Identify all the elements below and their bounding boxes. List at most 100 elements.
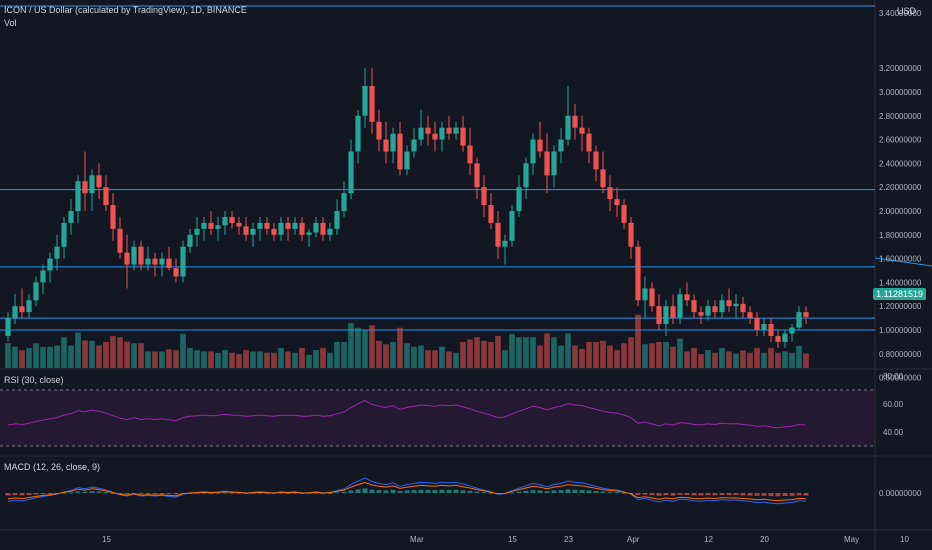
candle-body — [369, 86, 375, 122]
candle-body — [201, 222, 207, 229]
volume-bar — [47, 346, 53, 368]
candle-body — [131, 246, 137, 265]
volume-bar — [61, 337, 67, 368]
trendline[interactable] — [874, 257, 932, 280]
price-axis-tick: 1.60000000 — [879, 255, 922, 264]
candle-body — [726, 300, 732, 307]
volume-bar — [474, 337, 480, 368]
volume-bar — [306, 354, 312, 368]
horizontal-levels[interactable] — [0, 5, 875, 331]
macd-histogram-bar — [411, 490, 417, 493]
candle-body — [271, 228, 277, 235]
volume-bar — [460, 342, 466, 368]
volume-bar — [180, 333, 186, 368]
candle-body — [656, 306, 662, 325]
macd-histogram-bar — [425, 489, 431, 493]
macd-histogram-bar — [26, 493, 32, 495]
candle-body — [635, 246, 641, 301]
volume-bar — [341, 342, 347, 368]
candle-body — [586, 133, 592, 152]
macd-histogram-bar — [236, 492, 242, 494]
price-axis-tick: 2.20000000 — [879, 183, 922, 192]
time-axis-tick: 12 — [704, 535, 713, 544]
macd-histogram-bar — [250, 492, 256, 494]
price-axis[interactable]: 3.40000000 3.20000000 3.00000000 2.80000000… — [879, 9, 922, 383]
time-axis-tick: May — [844, 535, 859, 544]
macd-histogram-bar — [306, 492, 312, 494]
candle-body — [670, 306, 676, 319]
macd-histogram-bar — [453, 489, 459, 493]
volume-bar — [404, 343, 410, 368]
rsi-label[interactable]: RSI (30, close) — [4, 375, 64, 385]
volume-bar — [551, 337, 557, 368]
macd-line — [7, 477, 807, 505]
time-axis-tick: 10 — [900, 535, 909, 544]
macd-histogram-bar — [740, 493, 746, 496]
volume-bar — [726, 351, 732, 368]
currency-label: USD — [897, 6, 917, 16]
candle-body — [593, 151, 599, 170]
volume-bar — [747, 352, 753, 368]
candle-body — [628, 222, 634, 247]
macd-histogram-bar — [621, 492, 627, 494]
macd-histogram-bar — [761, 493, 767, 496]
volume-bar — [166, 349, 172, 368]
macd-histogram-bar — [439, 489, 445, 493]
macd-histogram-bar — [523, 490, 529, 493]
volume-bar — [516, 337, 522, 368]
macd-histogram-bar — [789, 493, 795, 496]
volume-bar — [740, 350, 746, 368]
candle-body — [663, 306, 669, 325]
candle-body — [432, 133, 438, 140]
volume-bar — [82, 340, 88, 368]
macd-histogram-bar — [138, 493, 144, 494]
macd-histogram-bar — [572, 489, 578, 493]
macd-histogram-bar — [719, 493, 725, 495]
volume-bar — [229, 352, 235, 368]
candle-body — [747, 312, 753, 319]
time-axis-tick: 15 — [508, 535, 517, 544]
candle-body — [278, 222, 284, 235]
time-axis-tick: Mar — [410, 535, 424, 544]
candle-body — [138, 246, 144, 265]
volume-bar — [425, 350, 431, 368]
macd-panel — [5, 477, 809, 505]
macd-histogram-bar — [229, 492, 235, 494]
candle-body — [5, 318, 11, 336]
candle-body — [222, 216, 228, 226]
rsi-axis-tick: 60.00 — [883, 400, 904, 409]
macd-label[interactable]: MACD (12, 26, close, 9) — [4, 462, 101, 472]
candle-body — [320, 222, 326, 235]
candle-body — [446, 127, 452, 134]
volume-bar — [642, 344, 648, 368]
macd-histogram-bar — [733, 493, 739, 496]
macd-histogram-bar — [432, 490, 438, 493]
time-axis[interactable]: 15Mar1523Apr1220May1024Jun1422 — [102, 535, 932, 544]
volume-bar — [796, 345, 802, 368]
macd-histogram-bar — [516, 491, 522, 493]
volume-bar — [558, 345, 564, 368]
macd-histogram-bar — [663, 493, 669, 496]
candle-body — [355, 115, 361, 152]
candle-body — [257, 222, 263, 229]
candle-body — [467, 145, 473, 164]
volume-bar — [467, 339, 473, 368]
macd-histogram-bar — [278, 492, 284, 494]
candle-body — [712, 306, 718, 313]
volume-bar — [663, 342, 669, 368]
volume-bar — [313, 350, 319, 368]
candle-body — [642, 288, 648, 301]
volume-bar — [26, 348, 32, 368]
macd-histogram-bar — [607, 491, 613, 493]
symbol-title[interactable]: ICON / US Dollar (calculated by TradingV… — [4, 5, 247, 15]
macd-histogram-bar — [61, 492, 67, 494]
candle-body — [516, 187, 522, 211]
macd-histogram-bar — [418, 489, 424, 493]
macd-histogram-bar — [684, 493, 690, 495]
volume-bar — [96, 345, 102, 368]
macd-histogram-bar — [103, 492, 109, 494]
volume-bar — [208, 351, 214, 368]
candle-body — [439, 127, 445, 140]
volume-bar — [355, 327, 361, 368]
